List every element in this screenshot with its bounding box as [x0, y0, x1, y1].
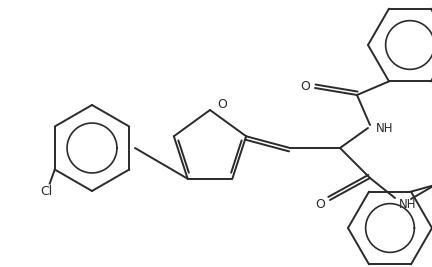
- Text: O: O: [217, 99, 227, 112]
- Text: O: O: [315, 198, 325, 211]
- Text: O: O: [300, 80, 310, 92]
- Text: NH: NH: [399, 198, 416, 210]
- Text: NH: NH: [376, 121, 394, 135]
- Text: Cl: Cl: [41, 185, 53, 198]
